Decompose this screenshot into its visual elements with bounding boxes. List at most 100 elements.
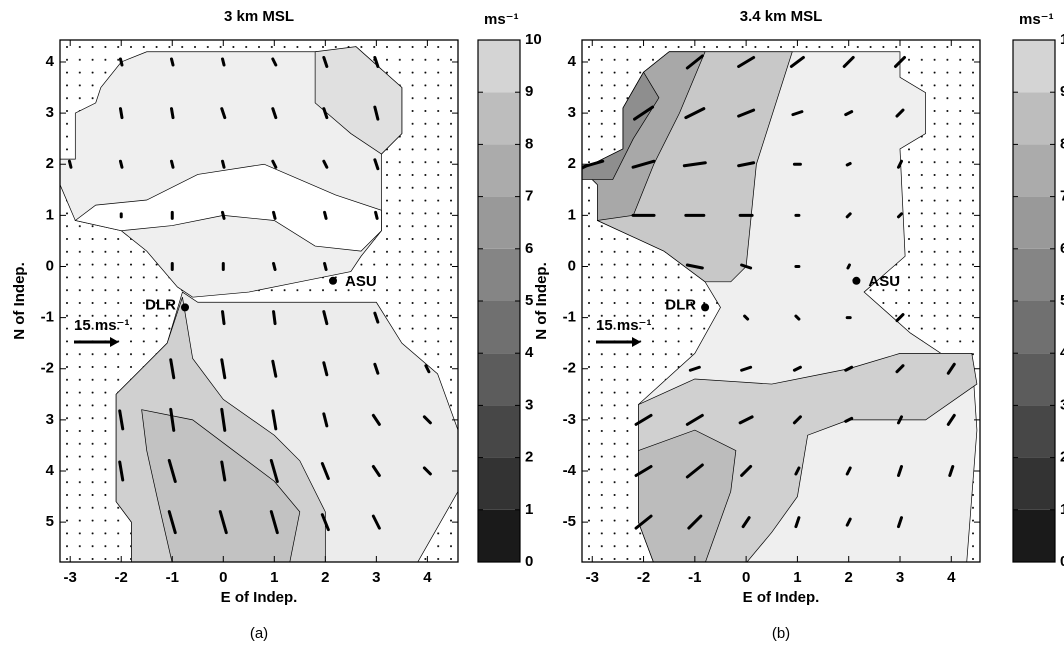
y-tick-label: -3: [563, 411, 576, 428]
colorbar-tick-label: 8: [1060, 135, 1064, 152]
colorbar-tick-label: 4: [525, 344, 534, 361]
wind-vector: [740, 464, 753, 477]
wind-vector: [688, 365, 701, 372]
wind-vector: [948, 464, 955, 477]
colorbar-swatch: [478, 40, 520, 93]
x-tick-label: 0: [742, 569, 750, 586]
wind-vector: [685, 463, 704, 479]
site-label: DLR: [665, 296, 696, 313]
colorbar-tick-label: 2: [525, 449, 533, 466]
colorbar-swatch: [478, 92, 520, 145]
wind-vector: [271, 409, 278, 431]
wind-vector: [634, 413, 653, 426]
wind-vector: [373, 158, 380, 171]
x-tick-label: -3: [64, 569, 77, 586]
wind-vector: [373, 55, 380, 68]
wind-vector: [684, 107, 706, 120]
colorbar-tick-label: 1: [1060, 501, 1064, 518]
x-tick-label: -1: [688, 569, 701, 586]
colorbar-swatch: [1013, 92, 1055, 145]
wind-vector: [322, 310, 329, 326]
colorbar-swatch: [1013, 196, 1055, 249]
wind-vector: [422, 415, 432, 425]
y-tick-label: -1: [41, 309, 54, 326]
wind-vector: [271, 57, 278, 67]
colorbar-swatch: [478, 144, 520, 197]
wind-vector: [170, 107, 175, 120]
x-tick-label: -2: [637, 569, 650, 586]
wind-vector: [789, 55, 805, 68]
colorbar-swatch: [1013, 144, 1055, 197]
colorbar-swatch: [478, 248, 520, 301]
colorbar-tick-label: 1: [525, 501, 533, 518]
y-axis-label: N of Indep.: [533, 262, 550, 340]
wind-vector: [220, 358, 227, 380]
colorbar-swatch: [1013, 301, 1055, 354]
wind-vector: [322, 159, 329, 169]
wind-vector: [792, 365, 802, 372]
y-axis-label: N of Indep.: [11, 262, 28, 340]
wind-vector: [844, 365, 854, 372]
wind-vector: [322, 55, 329, 68]
wind-vector: [794, 516, 801, 529]
x-axis-label: E of Indep.: [221, 589, 298, 606]
wind-vector: [740, 365, 753, 372]
x-tick-label: 1: [793, 569, 801, 586]
colorbar-swatch: [478, 353, 520, 406]
wind-vector: [320, 513, 330, 532]
wind-vector: [740, 263, 753, 270]
wind-vector: [269, 458, 279, 483]
wind-vector: [323, 210, 328, 220]
wind-vector: [323, 261, 328, 271]
axes-frame: [59, 39, 459, 563]
axes-frame: [581, 39, 981, 563]
wind-vector: [322, 361, 329, 377]
x-tick-label: 1: [270, 569, 278, 586]
y-tick-label: 4: [568, 53, 577, 70]
reference-label: 15 ms⁻¹: [596, 317, 651, 334]
colorbar-tick-label: 6: [525, 240, 533, 257]
wind-vector: [220, 407, 227, 432]
colorbar-swatch: [478, 457, 520, 510]
wind-vector: [737, 108, 756, 118]
y-tick-label: -2: [563, 360, 576, 377]
y-tick-label: 4: [46, 462, 55, 479]
wind-vector: [895, 364, 905, 374]
colorbar-swatch: [1013, 405, 1055, 458]
wind-vector: [794, 466, 801, 476]
colorbar-tick-label: 2: [1060, 449, 1064, 466]
site-label: ASU: [868, 273, 900, 290]
colorbar-tick-label: 6: [1060, 240, 1064, 257]
chart-title: 3.4 km MSL: [740, 8, 823, 25]
colorbar-tick-label: 4: [1060, 344, 1064, 361]
wind-vector: [170, 57, 175, 67]
contour-region: [74, 163, 382, 252]
wind-vector: [221, 57, 226, 67]
wind-vector: [422, 466, 432, 476]
x-tick-label: -2: [115, 569, 128, 586]
wind-vector: [842, 55, 855, 68]
wind-vector: [845, 517, 852, 527]
colorbar-tick-label: 10: [1060, 31, 1064, 48]
wind-vector: [118, 409, 125, 431]
x-tick-label: -3: [586, 569, 599, 586]
wind-vector: [893, 55, 906, 68]
y-tick-label: 2: [568, 155, 576, 172]
panel-label: (a): [250, 625, 268, 642]
colorbar-swatch: [478, 301, 520, 354]
wind-vector: [167, 510, 177, 535]
colorbar-tick-label: 8: [525, 135, 533, 152]
site-marker: [328, 276, 337, 285]
wind-vector: [220, 460, 227, 482]
panel-label: (b): [772, 625, 790, 642]
x-tick-label: 3: [896, 569, 904, 586]
wind-vector: [272, 261, 277, 271]
x-tick-label: 2: [321, 569, 329, 586]
x-axis-label: E of Indep.: [743, 589, 820, 606]
colorbar-tick-label: 10: [525, 31, 542, 48]
wind-vector: [743, 314, 750, 321]
contour-region: [314, 46, 403, 155]
wind-vector: [374, 210, 379, 220]
wind-vector: [272, 210, 277, 220]
